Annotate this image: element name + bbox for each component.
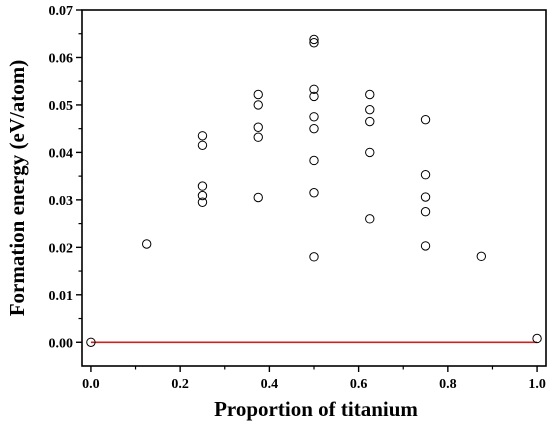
data-point <box>420 207 431 217</box>
data-point <box>365 214 375 224</box>
data-point <box>309 38 319 48</box>
x-axis-title: Proportion of titanium <box>214 397 418 421</box>
data-point <box>197 197 208 207</box>
data-point <box>420 241 431 251</box>
x-tick-label: 0.6 <box>350 377 368 392</box>
y-tick-label: 0.00 <box>49 336 74 351</box>
data-point <box>253 192 263 203</box>
y-tick-label: 0.06 <box>49 51 74 66</box>
data-point <box>420 114 431 125</box>
plot-frame <box>81 9 547 367</box>
data-point <box>532 333 542 344</box>
y-tick-labels: 0.00 0.01 0.02 0.03 0.04 0.05 0.06 0.07 <box>49 4 74 351</box>
data-point <box>309 252 319 262</box>
data-point <box>365 104 375 115</box>
data-points <box>86 34 542 347</box>
data-point <box>253 122 263 132</box>
data-point <box>197 190 208 201</box>
x-tick-label: 1.0 <box>528 377 546 392</box>
axis-ticks <box>76 9 538 372</box>
y-tick-label: 0.07 <box>49 4 74 19</box>
y-axis-title: Formation energy (eV/atom) <box>5 60 29 317</box>
data-point <box>253 100 263 110</box>
data-point <box>197 181 208 191</box>
data-point <box>86 337 96 347</box>
y-tick-label: 0.01 <box>49 289 74 304</box>
data-point <box>365 89 375 100</box>
data-point <box>365 147 375 158</box>
y-tick-label: 0.03 <box>49 194 74 209</box>
x-tick-labels: 0.0 0.2 0.4 0.6 0.8 1.0 <box>82 377 546 392</box>
data-point <box>420 192 431 202</box>
data-point <box>309 84 319 94</box>
x-tick-label: 0.8 <box>439 377 457 392</box>
y-tick-label: 0.05 <box>49 99 74 114</box>
data-point <box>309 34 319 45</box>
data-point <box>197 140 208 150</box>
data-point <box>141 239 152 249</box>
data-point <box>309 123 319 134</box>
data-point <box>476 251 487 262</box>
data-point <box>365 116 375 127</box>
y-tick-label: 0.04 <box>49 146 74 161</box>
data-point <box>253 132 263 142</box>
data-point <box>309 112 319 122</box>
x-tick-label: 0.0 <box>82 377 100 392</box>
x-tick-label: 0.4 <box>261 377 279 392</box>
data-point <box>309 155 319 166</box>
data-point <box>197 131 208 141</box>
data-point <box>309 91 319 102</box>
y-tick-label: 0.02 <box>49 241 74 256</box>
data-point <box>253 89 263 100</box>
x-tick-label: 0.2 <box>171 377 189 392</box>
data-point <box>420 170 431 180</box>
data-point <box>309 188 319 198</box>
